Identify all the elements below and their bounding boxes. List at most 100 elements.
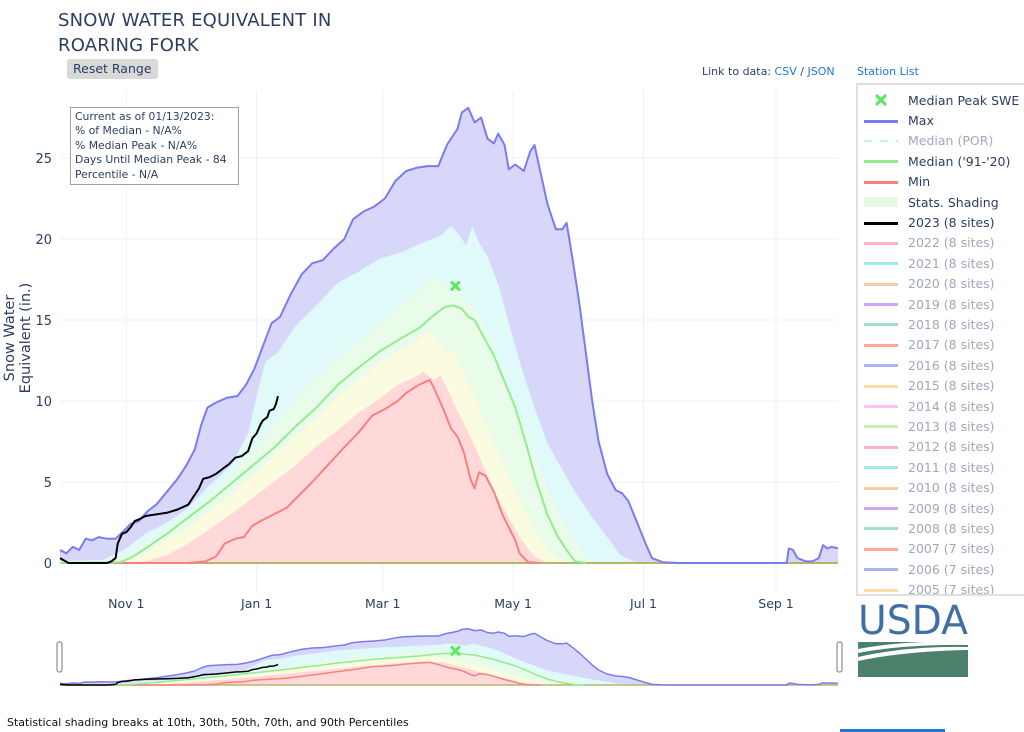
mini-max-line (59, 628, 839, 686)
legend-item[interactable]: 2021 (8 sites) (858, 253, 1024, 273)
legend-label: Median (POR) (908, 133, 994, 149)
current-year-line (59, 395, 279, 564)
x-tick-label: May 1 (494, 596, 532, 611)
legend-item[interactable]: 2016 (8 sites) (858, 355, 1024, 375)
legend-item[interactable]: 2023 (8 sites) (858, 212, 1024, 232)
legend-label: 2022 (8 sites) (908, 235, 995, 251)
info-percentile: Percentile - N/A (75, 167, 159, 181)
x-marker-icon (864, 94, 898, 106)
x-tick-label: Nov 1 (108, 596, 144, 611)
mini-p30-fill (60, 661, 548, 685)
info-percent-median: % of Median - N/A% (75, 124, 182, 138)
legend-label: 2013 (8 sites) (908, 418, 995, 434)
reset-range-button[interactable]: Reset Range (67, 59, 158, 79)
chart-legend[interactable]: Median Peak SWE Max Median (POR) Median ('9… (856, 83, 1024, 596)
legend-label: 2014 (8 sites) (908, 398, 995, 414)
page-title: SNOW WATER EQUIVALENT IN ROARING FORK (58, 8, 332, 58)
legend-label: 2020 (8 sites) (908, 276, 995, 292)
legend-item[interactable]: Min (858, 172, 1024, 192)
y-tick-label: 5 (44, 476, 52, 491)
legend-item[interactable]: 2018 (8 sites) (858, 314, 1024, 334)
legend-swatch (864, 135, 898, 147)
range-handle-right[interactable] (836, 641, 843, 673)
usda-logo: USDA (856, 598, 970, 680)
legend-item[interactable]: 2011 (8 sites) (858, 457, 1024, 477)
legend-item[interactable]: Median ('91-'20) (858, 151, 1024, 171)
y-tick-label: 25 (35, 152, 52, 167)
legend-item[interactable]: 2020 (8 sites) (858, 274, 1024, 294)
mini-median-peak-marker (450, 645, 461, 656)
range-handle-left[interactable] (56, 641, 63, 673)
min-line (60, 378, 541, 564)
legend-item[interactable]: 2013 (8 sites) (858, 416, 1024, 436)
stat-fills (59, 106, 839, 564)
legend-item[interactable]: 2017 (8 sites) (858, 335, 1024, 355)
legend-item[interactable]: Median Peak SWE (858, 90, 1024, 110)
mini-current-year-line (59, 663, 279, 686)
legend-item[interactable]: 2009 (8 sites) (858, 498, 1024, 518)
y-tick-label: 15 (35, 314, 52, 329)
y-tick-label: 10 (35, 395, 52, 410)
median-peak-marker (450, 280, 461, 291)
legend-swatch (864, 380, 898, 392)
legend-label: 2006 (7 sites) (908, 561, 995, 577)
legend-item[interactable]: 2022 (8 sites) (858, 233, 1024, 253)
legend-item[interactable]: 2012 (8 sites) (858, 437, 1024, 457)
y-axis-label: Snow Water Equivalent (in.) (2, 282, 34, 394)
legend-label: 2017 (8 sites) (908, 337, 995, 353)
legend-item[interactable]: 2007 (7 sites) (858, 539, 1024, 559)
legend-swatch (864, 584, 898, 594)
legend-label: 2012 (8 sites) (908, 439, 995, 455)
link-separator: / (800, 65, 804, 78)
max-line (59, 106, 839, 564)
legend-swatch (864, 298, 898, 310)
legend-item[interactable]: 2014 (8 sites) (858, 396, 1024, 416)
legend-label: 2010 (8 sites) (908, 480, 995, 496)
legend-item[interactable]: 2008 (8 sites) (858, 518, 1024, 538)
legend-item[interactable]: 2010 (8 sites) (858, 477, 1024, 497)
csv-link[interactable]: CSV (774, 65, 797, 78)
info-box: Current as of 01/13/2023: % of Median - … (70, 107, 239, 186)
p30-fill (60, 371, 548, 563)
title-line-1: SNOW WATER EQUIVALENT IN (58, 10, 332, 31)
x-tick-label: Jan 1 (240, 596, 272, 611)
legend-swatch (864, 563, 898, 575)
legend-label: 2021 (8 sites) (908, 255, 995, 271)
legend-swatch (864, 543, 898, 555)
mini-min-line (60, 661, 541, 686)
legend-swatch (864, 237, 898, 249)
legend-label: 2008 (8 sites) (908, 520, 995, 536)
legend-swatch (864, 522, 898, 534)
legend-label: Max (908, 113, 934, 129)
legend-item[interactable]: Median (POR) (858, 131, 1024, 151)
legend-label: Median ('91-'20) (908, 153, 1011, 169)
legend-swatch (864, 359, 898, 371)
mini-median-line (59, 652, 586, 686)
usda-logo-text: USDA (858, 600, 969, 644)
range-slider[interactable] (56, 628, 843, 686)
legend-item[interactable]: Max (858, 110, 1024, 130)
legend-item[interactable]: 2019 (8 sites) (858, 294, 1024, 314)
legend-swatch (864, 217, 898, 229)
info-current-as-of: Current as of 01/13/2023: (75, 110, 215, 123)
info-days-until-peak: Days Until Median Peak - 84 (75, 153, 227, 167)
legend-item[interactable]: 2005 (7 sites) (858, 579, 1024, 596)
median-line (59, 304, 586, 564)
data-links: Link to data: CSV / JSON (702, 65, 835, 78)
legend-label: Stats. Shading (908, 194, 999, 210)
legend-swatch (864, 176, 898, 188)
legend-swatch (864, 115, 898, 127)
info-percent-median-peak: % Median Peak - N/A% (75, 138, 198, 152)
json-link[interactable]: JSON (807, 65, 835, 78)
legend-swatch (864, 339, 898, 351)
legend-swatch (864, 155, 898, 167)
legend-label: 2019 (8 sites) (908, 296, 995, 312)
legend-label: 2009 (8 sites) (908, 500, 995, 516)
legend-item[interactable]: 2015 (8 sites) (858, 375, 1024, 395)
legend-item[interactable]: 2006 (7 sites) (858, 559, 1024, 579)
legend-item[interactable]: Stats. Shading (858, 192, 1024, 212)
station-list-link[interactable]: Station List (857, 65, 919, 78)
legend-label: 2005 (7 sites) (908, 582, 995, 596)
x-tick-label: Sep 1 (758, 596, 794, 611)
